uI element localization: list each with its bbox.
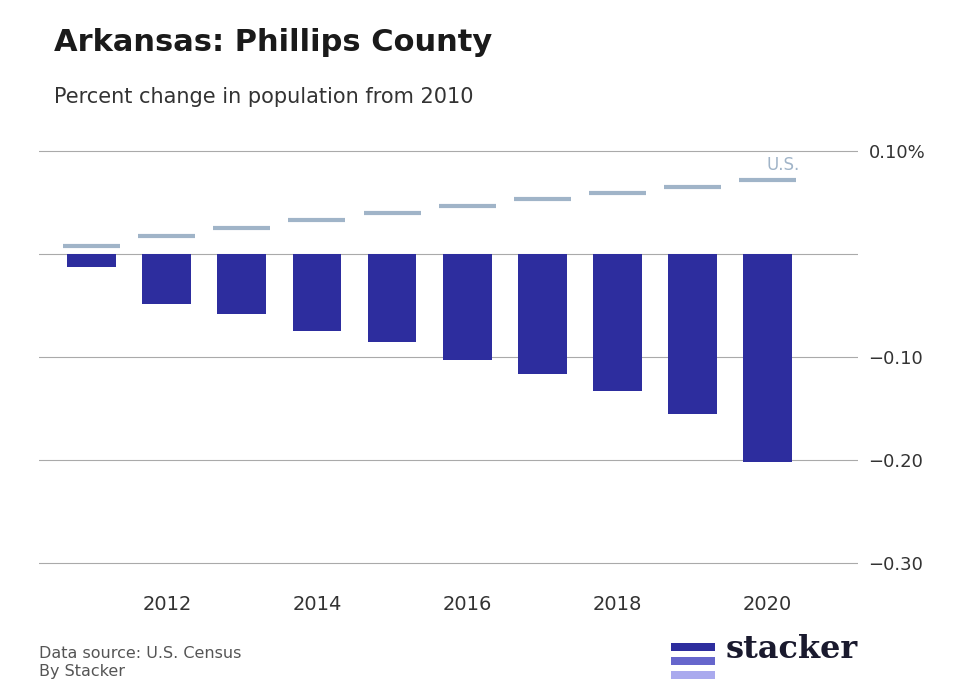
Text: Percent change in population from 2010: Percent change in population from 2010: [54, 87, 473, 108]
Text: stacker: stacker: [725, 635, 858, 665]
Bar: [218, 254, 267, 314]
Text: Data source: U.S. Census: Data source: U.S. Census: [39, 646, 242, 661]
Bar: [593, 254, 642, 391]
Text: U.S.: U.S.: [766, 156, 800, 174]
Bar: [443, 254, 492, 360]
Bar: [668, 254, 716, 414]
Text: By Stacker: By Stacker: [39, 665, 125, 679]
Text: Arkansas: Phillips County: Arkansas: Phillips County: [54, 28, 492, 57]
Bar: [293, 254, 341, 331]
Bar: [743, 254, 792, 462]
Bar: [142, 254, 191, 303]
Bar: [517, 254, 566, 374]
Bar: [68, 254, 117, 266]
Bar: [368, 254, 416, 342]
